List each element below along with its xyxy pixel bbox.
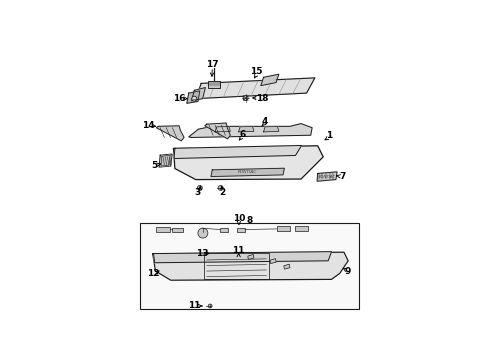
Bar <box>237 228 245 232</box>
Polygon shape <box>261 74 279 86</box>
Polygon shape <box>211 168 284 176</box>
Text: 5: 5 <box>151 161 158 170</box>
Bar <box>295 226 308 231</box>
Text: 1: 1 <box>326 131 332 140</box>
Bar <box>220 228 228 232</box>
Bar <box>277 226 291 231</box>
Text: PONTIAC: PONTIAC <box>319 175 336 179</box>
Text: 17: 17 <box>206 60 219 69</box>
Polygon shape <box>239 126 254 132</box>
Polygon shape <box>205 123 230 139</box>
Bar <box>140 223 359 309</box>
Bar <box>172 228 183 232</box>
Polygon shape <box>215 126 230 132</box>
Polygon shape <box>173 146 323 180</box>
Polygon shape <box>270 258 276 264</box>
Polygon shape <box>156 126 184 141</box>
Polygon shape <box>264 126 279 132</box>
Text: 2: 2 <box>220 188 226 197</box>
Polygon shape <box>159 154 172 167</box>
Polygon shape <box>196 78 315 99</box>
Text: 6: 6 <box>239 130 245 139</box>
Text: 18: 18 <box>256 94 269 103</box>
Bar <box>204 253 269 279</box>
Text: 3: 3 <box>194 188 200 197</box>
Text: 12: 12 <box>147 269 160 278</box>
Text: 10: 10 <box>233 214 245 223</box>
Polygon shape <box>317 172 337 181</box>
Text: 16: 16 <box>173 94 185 103</box>
Text: PONTIAC: PONTIAC <box>238 170 257 174</box>
Polygon shape <box>174 145 301 158</box>
Polygon shape <box>189 123 312 138</box>
Circle shape <box>218 185 223 190</box>
Polygon shape <box>153 252 348 280</box>
Text: 11: 11 <box>188 301 200 310</box>
Polygon shape <box>192 87 205 101</box>
Bar <box>208 81 220 87</box>
Circle shape <box>198 228 208 238</box>
Text: 15: 15 <box>250 67 263 76</box>
Polygon shape <box>284 264 290 269</box>
Text: 8: 8 <box>246 216 253 225</box>
Circle shape <box>243 96 248 100</box>
Text: 4: 4 <box>261 117 268 126</box>
Text: 14: 14 <box>142 121 155 130</box>
Polygon shape <box>153 252 332 263</box>
Polygon shape <box>187 91 200 103</box>
Text: 9: 9 <box>345 266 351 275</box>
Text: 13: 13 <box>196 249 208 258</box>
Circle shape <box>192 96 197 101</box>
Circle shape <box>197 185 202 190</box>
Text: 11: 11 <box>232 246 245 255</box>
Bar <box>156 227 170 232</box>
Text: 7: 7 <box>340 172 346 181</box>
Circle shape <box>208 304 212 308</box>
Polygon shape <box>161 155 170 166</box>
Polygon shape <box>248 255 254 260</box>
